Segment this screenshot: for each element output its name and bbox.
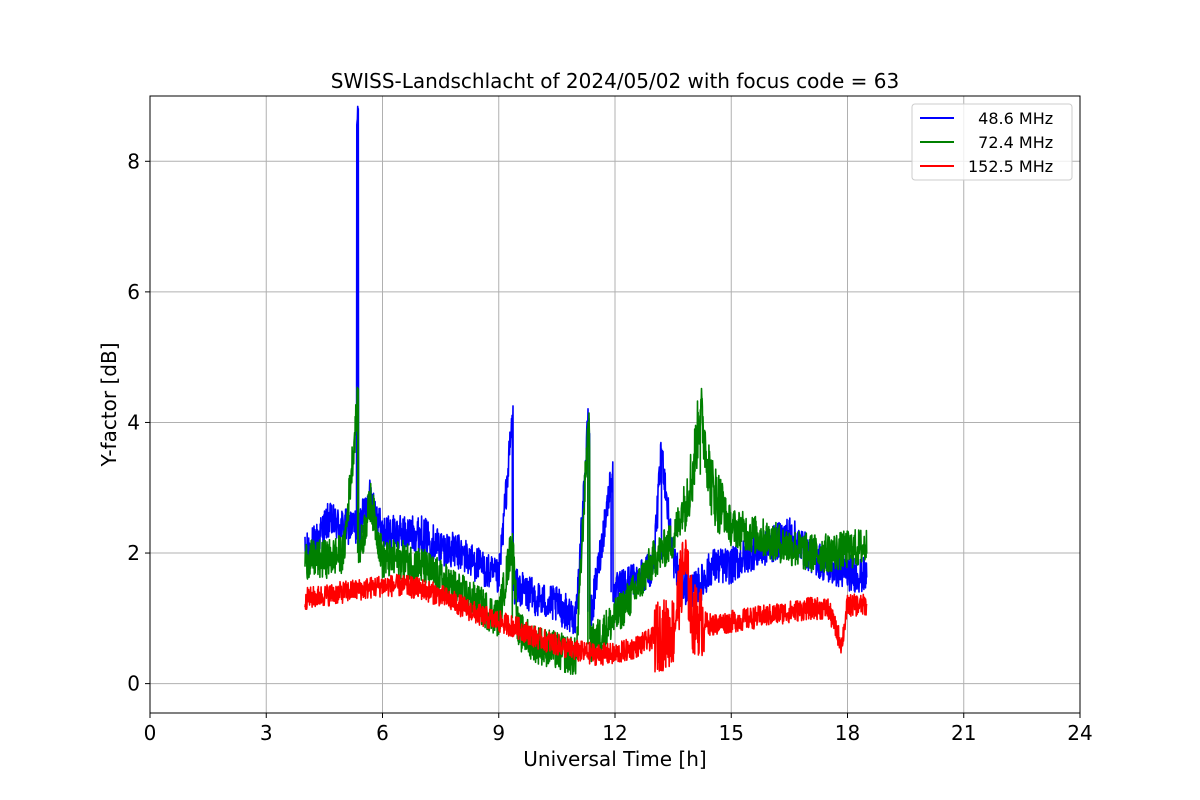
legend: 48.6 MHz 72.4 MHz 152.5 MHz (911, 103, 1073, 181)
legend-label-2: 152.5 MHz (968, 157, 1053, 176)
chart-title: SWISS-Landschlacht of 2024/05/02 with fo… (331, 69, 899, 93)
x-tick-label: 6 (376, 721, 389, 745)
series-line-1 (304, 386, 868, 675)
y-tick-label: 2 (127, 541, 140, 565)
legend-label-1: 72.4 MHz (968, 133, 1053, 152)
y-tick-label: 8 (127, 149, 140, 173)
y-tick-label: 4 (127, 410, 140, 434)
series-layer (304, 105, 868, 675)
x-tick-label: 0 (144, 721, 157, 745)
x-tick-label: 21 (951, 721, 976, 745)
y-tick-label: 0 (127, 672, 140, 696)
y-axis-label: Y-factor [dB] (97, 342, 121, 467)
x-tick-label: 18 (835, 721, 860, 745)
y-tick-label: 6 (127, 280, 140, 304)
series-line-2 (304, 539, 868, 673)
x-tick-label: 15 (719, 721, 744, 745)
x-tick-label: 9 (492, 721, 505, 745)
x-tick-label: 12 (602, 721, 627, 745)
x-tick-label: 24 (1067, 721, 1092, 745)
x-axis-label: Universal Time [h] (523, 747, 706, 771)
legend-label-0: 48.6 MHz (968, 109, 1053, 128)
x-tick-label: 3 (260, 721, 273, 745)
legend-box (911, 103, 1073, 181)
